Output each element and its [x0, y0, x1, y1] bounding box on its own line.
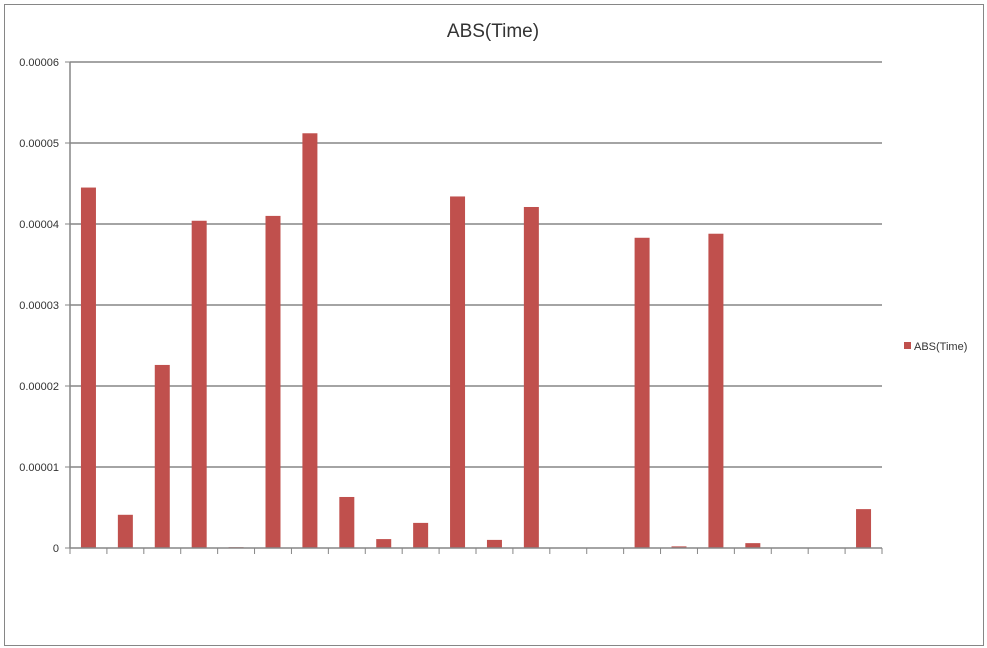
bars	[80, 133, 872, 549]
bar	[154, 364, 170, 548]
y-tick-label: 0.00006	[19, 57, 59, 69]
bar	[856, 509, 872, 548]
bar	[191, 220, 207, 548]
bar	[486, 539, 502, 548]
bar	[450, 196, 466, 548]
y-tick-label: 0.00001	[19, 462, 59, 474]
bar	[376, 539, 392, 548]
bar	[302, 133, 318, 548]
legend-swatch	[904, 342, 911, 349]
bar	[708, 233, 724, 548]
bar	[634, 237, 650, 548]
bar	[265, 215, 281, 548]
bar	[523, 206, 539, 549]
y-tick-label: 0.00002	[19, 381, 59, 393]
bar	[117, 514, 133, 548]
y-tick-label: 0	[53, 543, 59, 555]
chart-border	[4, 4, 984, 646]
y-tick-label: 0.00004	[19, 219, 59, 231]
bar	[413, 522, 429, 548]
y-tick-label: 0.00003	[19, 300, 59, 312]
bar	[671, 546, 687, 548]
y-axis-tick-labels: 0 0.00001 0.00002 0.00003 0.00004 0.00005 0.00…	[19, 57, 59, 555]
y-tick-label: 0.00005	[19, 138, 59, 150]
bar	[80, 187, 96, 549]
legend-label: ABS(Time)	[914, 341, 967, 353]
bar	[745, 543, 761, 548]
axes	[69, 62, 883, 554]
bar	[339, 496, 355, 548]
legend: ABS(Time)	[904, 341, 967, 353]
chart-title: ABS(Time)	[447, 21, 539, 42]
